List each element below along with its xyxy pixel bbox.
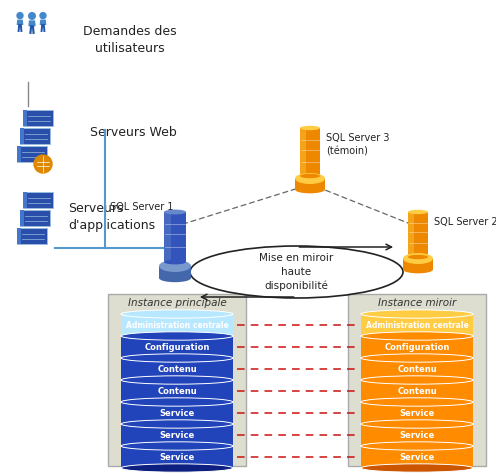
Ellipse shape xyxy=(300,174,320,178)
FancyBboxPatch shape xyxy=(348,294,486,466)
FancyBboxPatch shape xyxy=(17,228,21,244)
Polygon shape xyxy=(121,402,233,424)
FancyBboxPatch shape xyxy=(23,192,53,208)
Ellipse shape xyxy=(121,420,233,428)
Ellipse shape xyxy=(121,442,233,450)
Text: Instance miroir: Instance miroir xyxy=(378,298,456,308)
Polygon shape xyxy=(28,20,36,26)
Polygon shape xyxy=(121,424,233,446)
Ellipse shape xyxy=(361,420,473,428)
Ellipse shape xyxy=(159,260,191,272)
Text: Contenu: Contenu xyxy=(397,365,437,374)
Ellipse shape xyxy=(164,210,186,214)
Text: Instance principale: Instance principale xyxy=(127,298,226,308)
Polygon shape xyxy=(295,178,325,190)
Polygon shape xyxy=(300,128,306,176)
Text: Contenu: Contenu xyxy=(397,386,437,395)
Polygon shape xyxy=(361,424,473,446)
FancyBboxPatch shape xyxy=(17,146,21,162)
Ellipse shape xyxy=(295,185,325,193)
Polygon shape xyxy=(361,358,473,380)
Ellipse shape xyxy=(403,266,433,273)
Text: Service: Service xyxy=(159,409,194,418)
FancyBboxPatch shape xyxy=(20,128,24,144)
Ellipse shape xyxy=(121,376,233,384)
Polygon shape xyxy=(121,314,233,336)
FancyBboxPatch shape xyxy=(23,110,53,126)
Ellipse shape xyxy=(295,173,325,184)
FancyBboxPatch shape xyxy=(17,146,47,162)
Text: Demandes des
utilisateurs: Demandes des utilisateurs xyxy=(83,25,177,55)
Polygon shape xyxy=(164,212,171,262)
Text: Administration centrale: Administration centrale xyxy=(125,321,228,330)
Text: Administration centrale: Administration centrale xyxy=(366,321,468,330)
Ellipse shape xyxy=(361,442,473,450)
Text: Service: Service xyxy=(399,453,434,462)
Ellipse shape xyxy=(121,354,233,362)
Text: Contenu: Contenu xyxy=(157,386,197,395)
Text: Configuration: Configuration xyxy=(384,342,450,351)
Ellipse shape xyxy=(408,255,428,259)
Polygon shape xyxy=(40,19,46,25)
Ellipse shape xyxy=(121,310,233,318)
Ellipse shape xyxy=(361,310,473,318)
Ellipse shape xyxy=(408,210,428,214)
Polygon shape xyxy=(361,336,473,358)
Ellipse shape xyxy=(361,398,473,406)
Text: SQL Server 3
(témoin): SQL Server 3 (témoin) xyxy=(326,133,389,157)
Circle shape xyxy=(29,13,35,19)
Polygon shape xyxy=(17,19,23,25)
Text: Configuration: Configuration xyxy=(144,342,210,351)
Polygon shape xyxy=(361,446,473,468)
Polygon shape xyxy=(403,259,433,270)
Ellipse shape xyxy=(361,354,473,362)
FancyBboxPatch shape xyxy=(108,294,246,466)
Text: SQL Server 1: SQL Server 1 xyxy=(110,202,173,212)
Ellipse shape xyxy=(159,274,191,282)
Circle shape xyxy=(34,155,52,173)
Polygon shape xyxy=(408,212,428,257)
Polygon shape xyxy=(361,402,473,424)
Circle shape xyxy=(17,13,23,18)
FancyBboxPatch shape xyxy=(20,128,50,144)
Text: Serveurs
d'applications: Serveurs d'applications xyxy=(68,202,155,232)
Ellipse shape xyxy=(300,126,320,130)
FancyBboxPatch shape xyxy=(23,192,27,208)
Polygon shape xyxy=(164,212,186,262)
Ellipse shape xyxy=(361,464,473,472)
Ellipse shape xyxy=(361,376,473,384)
FancyBboxPatch shape xyxy=(20,210,24,226)
Polygon shape xyxy=(121,380,233,402)
Polygon shape xyxy=(159,266,191,278)
Text: SQL Server 2: SQL Server 2 xyxy=(434,217,496,227)
Text: Contenu: Contenu xyxy=(157,365,197,374)
Ellipse shape xyxy=(403,253,433,264)
Text: Service: Service xyxy=(399,409,434,418)
Text: Serveurs Web: Serveurs Web xyxy=(90,126,177,140)
Text: Mise en miroir
haute
disponibilité: Mise en miroir haute disponibilité xyxy=(259,254,334,290)
Ellipse shape xyxy=(361,332,473,340)
Polygon shape xyxy=(300,128,320,176)
Polygon shape xyxy=(361,314,473,336)
Polygon shape xyxy=(121,336,233,358)
Ellipse shape xyxy=(164,260,186,264)
Ellipse shape xyxy=(121,464,233,472)
FancyBboxPatch shape xyxy=(23,110,27,126)
Polygon shape xyxy=(408,212,414,257)
Text: Service: Service xyxy=(399,430,434,439)
Polygon shape xyxy=(121,358,233,380)
Circle shape xyxy=(40,13,46,18)
Polygon shape xyxy=(121,446,233,468)
Polygon shape xyxy=(361,380,473,402)
Text: Service: Service xyxy=(159,430,194,439)
FancyBboxPatch shape xyxy=(20,210,50,226)
Ellipse shape xyxy=(121,332,233,340)
Text: Service: Service xyxy=(159,453,194,462)
Ellipse shape xyxy=(121,398,233,406)
FancyBboxPatch shape xyxy=(17,228,47,244)
